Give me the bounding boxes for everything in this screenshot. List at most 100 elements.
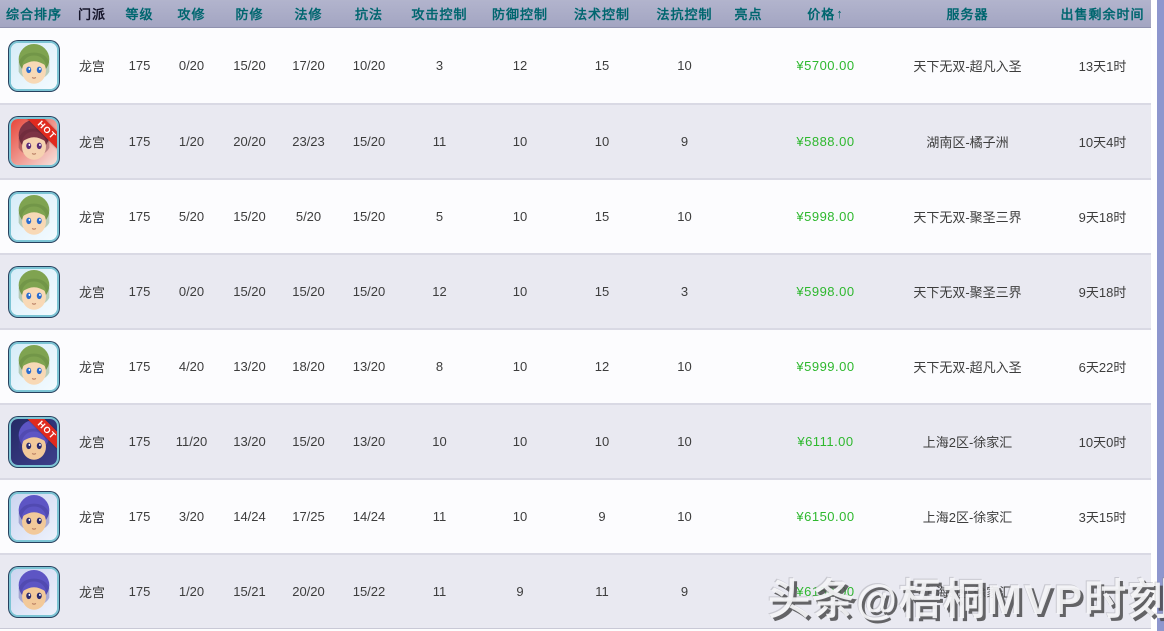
cell-price: ¥6111.00 (797, 434, 854, 449)
character-avatar-purple-boy-dark[interactable]: HOT (9, 416, 59, 467)
column-header-resist_cult[interactable]: 抗法 (354, 7, 383, 22)
cell-time_left: 10天0时 (1078, 435, 1127, 450)
table-row[interactable]: 龙宫 175 5/20 15/20 5/20 15/20 5 10 15 10 ¥5998.00 天下… (0, 178, 1151, 253)
cell-resist_cult: 13/20 (352, 359, 386, 374)
column-header-spell_ctrl[interactable]: 法术控制 (573, 7, 630, 22)
cell-price: ¥6150.00 (796, 509, 855, 524)
cell-resist_ctrl: 10 (677, 434, 692, 449)
character-avatar-green-girl[interactable] (9, 40, 59, 91)
cell-def_ctrl: 10 (512, 434, 528, 449)
table-row[interactable]: HOT 龙宫 175 1/20 20/20 23/23 15/20 11 10 10 9 ¥5888.… (0, 103, 1151, 178)
cell-atk_cult: 1/20 (178, 584, 205, 599)
column-header-server[interactable]: 服务器 (946, 7, 989, 22)
cell-school: 龙宫 (78, 585, 105, 600)
cell-def_cult: 15/21 (233, 584, 266, 599)
cell-time_left: 13天1时 (1078, 59, 1127, 74)
cell-resist_ctrl: 10 (677, 209, 692, 224)
cell-school: 龙宫 (78, 360, 105, 375)
cell-spell_ctrl: 12 (594, 359, 610, 374)
cell-avatar (0, 480, 68, 553)
cell-mag_cult: 15/20 (292, 284, 325, 299)
column-header-atk_ctrl[interactable]: 攻击控制 (411, 7, 468, 22)
table-header: 综合排序 门派 等级 攻修 防修 法修 抗法 攻击控制 防御控制 法术控制 法抗控制 亮点 价格 ↑ 服务器… (0, 0, 1151, 28)
cell-atk_cult: 5/20 (178, 209, 205, 224)
cell-def_ctrl: 10 (512, 134, 528, 149)
cell-def_cult: 15/20 (233, 284, 266, 299)
cell-mag_cult: 18/20 (292, 359, 325, 374)
table-row[interactable]: 龙宫 175 4/20 13/20 18/20 13/20 8 10 12 10 ¥5999.00 天… (0, 328, 1151, 403)
character-avatar-green-girl[interactable] (9, 341, 59, 392)
cell-avatar (0, 330, 68, 403)
column-header-def_cult[interactable]: 防修 (235, 7, 264, 22)
column-header-resist_ctrl[interactable]: 法抗控制 (656, 7, 713, 22)
cell-mag_cult: 5/20 (295, 209, 322, 224)
cell-level: 175 (128, 509, 151, 524)
cell-server: 湖南区-橘子洲 (926, 135, 1009, 150)
cell-price: ¥5999.00 (796, 359, 855, 374)
cell-resist_cult: 13/20 (352, 434, 386, 449)
cell-highlight (726, 180, 771, 253)
cell-atk_cult: 1/20 (178, 134, 205, 149)
cell-atk_ctrl: 11 (432, 134, 447, 149)
cell-atk_cult: 3/20 (178, 509, 205, 524)
column-header-highlight[interactable]: 亮点 (734, 7, 763, 22)
cell-atk_ctrl: 5 (435, 209, 444, 224)
character-avatar-green-girl[interactable] (9, 191, 59, 242)
cell-resist_cult: 10/20 (352, 58, 386, 73)
cell-resist_ctrl: 9 (680, 134, 689, 149)
column-header-school[interactable]: 门派 (77, 7, 106, 22)
cell-avatar (0, 555, 68, 628)
cell-price: ¥5998.00 (796, 284, 855, 299)
column-header-time_left[interactable]: 出售剩余时间 (1060, 7, 1145, 22)
cell-price: ¥5700.00 (796, 58, 855, 73)
cell-time_left: 6天22时 (1078, 360, 1127, 375)
cell-resist_cult: 15/20 (352, 209, 386, 224)
table-row[interactable]: 龙宫 175 3/20 14/24 17/25 14/24 11 10 9 10 ¥6150.00 上… (0, 478, 1151, 553)
cell-atk_ctrl: 12 (432, 284, 447, 299)
character-avatar-purple-boy[interactable] (9, 566, 59, 617)
cell-def_cult: 15/20 (233, 209, 266, 224)
column-header-atk_cult[interactable]: 攻修 (177, 7, 206, 22)
cell-server: 天下无双-聚圣三界 (913, 210, 1022, 225)
scrollbar[interactable] (1156, 0, 1164, 631)
table-row[interactable]: 龙宫 175 1/20 15/21 20/20 15/22 11 9 11 9 ¥6150.00 上海… (0, 553, 1151, 628)
cell-mag_cult: 17/20 (292, 58, 325, 73)
column-header-level[interactable]: 等级 (125, 7, 154, 22)
cell-time_left: 9天18时 (1078, 210, 1127, 225)
cell-def_cult: 15/20 (233, 58, 266, 73)
cell-level: 175 (128, 584, 151, 599)
character-avatar-purple-boy[interactable] (9, 491, 59, 542)
table-row[interactable]: HOT 龙宫 175 11/20 13/20 15/20 13/20 10 10 10 10 ¥611… (0, 403, 1151, 478)
cell-def_ctrl: 10 (512, 209, 528, 224)
column-header-mag_cult[interactable]: 法修 (294, 7, 323, 22)
table-row[interactable]: 龙宫 175 0/20 15/20 15/20 15/20 12 10 15 3 ¥5998.00 天… (0, 253, 1151, 328)
cell-resist_cult: 15/22 (352, 584, 386, 599)
cell-server: 天下无双-超凡入圣 (913, 360, 1022, 375)
cell-def_cult: 14/24 (233, 509, 266, 524)
table-row[interactable]: 龙宫 175 0/20 15/20 17/20 10/20 3 12 15 10 ¥5700.00 天… (0, 28, 1151, 103)
cell-resist_ctrl: 10 (677, 58, 692, 73)
cell-resist_ctrl: 9 (680, 584, 689, 599)
cell-atk_ctrl: 8 (435, 359, 444, 374)
sort-ascending-icon: ↑ (836, 6, 844, 21)
cell-time_left: 9天18时 (1078, 285, 1127, 300)
cell-highlight (726, 480, 771, 553)
table-body: 龙宫 175 0/20 15/20 17/20 10/20 3 12 15 10 ¥5700.00 天… (0, 28, 1151, 628)
cell-mag_cult: 15/20 (292, 434, 325, 449)
column-header-price[interactable]: 价格 ↑ (807, 6, 844, 22)
cell-server: 天下无双-聚圣三界 (913, 285, 1022, 300)
cell-def_cult: 20/20 (233, 134, 266, 149)
cell-highlight (726, 330, 771, 403)
cell-avatar (0, 180, 68, 253)
character-avatar-green-girl[interactable] (9, 266, 59, 317)
cell-atk_cult: 4/20 (178, 359, 205, 374)
column-header-sort[interactable]: 综合排序 (5, 7, 62, 22)
cell-spell_ctrl: 10 (594, 134, 610, 149)
cell-highlight (726, 405, 771, 478)
cell-spell_ctrl: 15 (594, 209, 610, 224)
character-avatar-red-girl[interactable]: HOT (9, 116, 59, 167)
cell-resist_ctrl: 3 (680, 284, 689, 299)
cell-atk_cult: 0/20 (178, 284, 205, 299)
column-header-def_ctrl[interactable]: 防御控制 (491, 7, 548, 22)
cell-time_left: 10天4时 (1078, 135, 1127, 150)
